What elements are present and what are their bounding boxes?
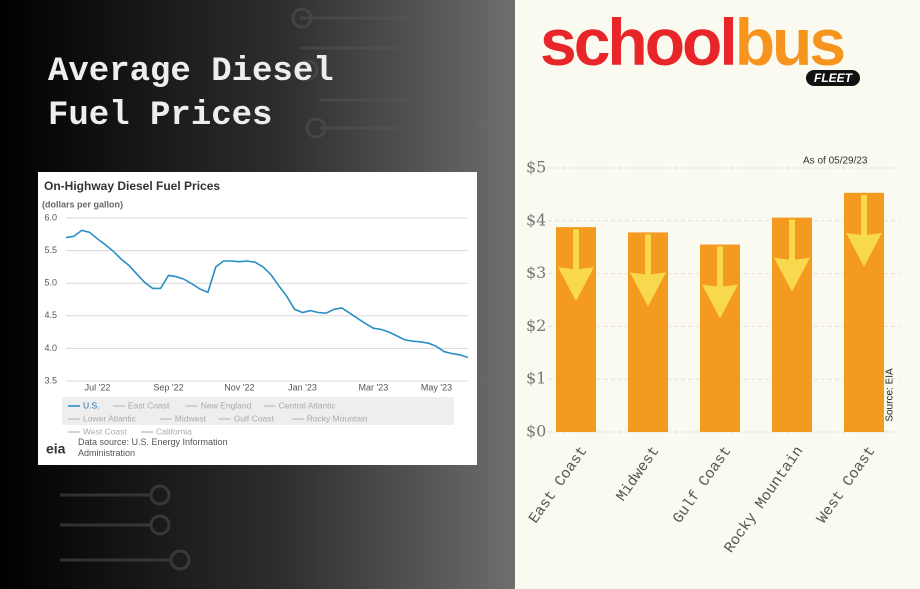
legend-label: Rocky Mountain bbox=[307, 413, 368, 423]
logo-badge: FLEET bbox=[806, 70, 860, 86]
legend-label: West Coast bbox=[83, 426, 127, 436]
bar-source: Source: EIA bbox=[885, 368, 896, 422]
x-tick-label: Gulf Coast bbox=[670, 443, 736, 526]
arrow bbox=[774, 219, 810, 292]
y-tick-label: 6.0 bbox=[44, 212, 57, 222]
legend-label: U.S. bbox=[83, 400, 100, 410]
y-tick-label: 4.0 bbox=[44, 343, 57, 353]
y-tick-label: $5 bbox=[526, 158, 546, 177]
y-tick-label: $3 bbox=[526, 263, 546, 282]
logo-part: bus bbox=[734, 5, 846, 79]
legend-label: Lower Atlantic bbox=[83, 413, 137, 423]
y-tick-label: 3.5 bbox=[44, 375, 57, 385]
x-tick-label: West Coast bbox=[814, 443, 880, 526]
y-tick-label: $0 bbox=[526, 422, 546, 441]
x-tick-label: May '23 bbox=[421, 382, 452, 392]
legend-label: East Coast bbox=[128, 400, 170, 410]
x-tick-label: Nov '22 bbox=[224, 382, 254, 392]
arrow bbox=[630, 234, 666, 307]
x-tick-label: Midwest bbox=[613, 443, 663, 504]
x-tick-label: East Coast bbox=[526, 443, 592, 526]
legend-box bbox=[62, 397, 454, 425]
x-tick-label: Rocky Mountain bbox=[721, 443, 807, 556]
y-tick-label: 5.5 bbox=[44, 245, 57, 255]
y-tick-label: $1 bbox=[526, 369, 546, 388]
data-source: Data source: U.S. Energy Information Adm… bbox=[78, 437, 228, 458]
y-tick-label: 4.5 bbox=[44, 310, 57, 320]
arrow bbox=[846, 194, 882, 267]
x-tick-label: Sep '22 bbox=[153, 382, 183, 392]
legend-label: Midwest bbox=[175, 413, 207, 423]
line-series bbox=[65, 229, 469, 359]
eia-logo: eia bbox=[46, 441, 66, 457]
main-title: Average Diesel Fuel Prices bbox=[48, 53, 334, 135]
arrow bbox=[558, 229, 594, 302]
x-tick-label: Mar '23 bbox=[359, 382, 389, 392]
as-of-note: As of 05/29/23 bbox=[803, 156, 868, 167]
line-chart-subtitle: (dollars per gallon) bbox=[42, 199, 123, 209]
legend-label: Central Atlantic bbox=[279, 400, 337, 410]
logo: schoolbus bbox=[540, 4, 846, 80]
logo-part: school bbox=[540, 5, 738, 79]
legend-label: New England bbox=[201, 400, 252, 410]
x-tick-label: Jul '22 bbox=[85, 382, 111, 392]
y-tick-label: 5.0 bbox=[44, 278, 57, 288]
line-chart-title: On-Highway Diesel Fuel Prices bbox=[44, 179, 220, 193]
legend-label: Gulf Coast bbox=[234, 413, 275, 423]
legend-label: California bbox=[156, 426, 192, 436]
x-tick-label: Jan '23 bbox=[288, 382, 317, 392]
circuit-decoration bbox=[60, 7, 440, 571]
y-tick-label: $4 bbox=[526, 210, 546, 229]
y-tick-label: $2 bbox=[526, 316, 546, 335]
arrow bbox=[702, 246, 738, 319]
